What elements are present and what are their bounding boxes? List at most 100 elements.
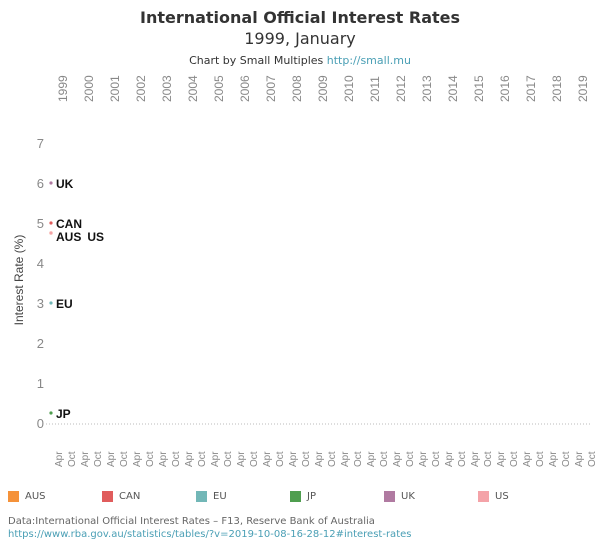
year-label: 2014 [446, 75, 460, 102]
y-tick-label: 3 [37, 296, 44, 311]
year-label: 2002 [134, 75, 148, 102]
data-point-us [49, 231, 53, 235]
month-tick-label: Apr [80, 451, 91, 467]
month-tick-label: Oct [353, 451, 364, 467]
point-label-can: CAN [56, 217, 82, 231]
month-tick-label: Apr [496, 451, 507, 467]
month-tick-label: Apr [54, 451, 65, 467]
data-point-eu [49, 301, 53, 305]
month-tick-label: Apr [470, 451, 481, 467]
month-tick-label: Oct [431, 451, 442, 467]
month-tick-label: Apr [366, 451, 377, 467]
legend-item-eu[interactable]: EU [196, 491, 227, 502]
month-tick-label: Oct [509, 451, 520, 467]
legend-swatch [102, 491, 113, 502]
month-tick-label: Apr [522, 451, 533, 467]
y-tick-label: 4 [37, 256, 44, 271]
year-label: 1999 [56, 75, 70, 102]
month-tick-label: Oct [379, 451, 390, 467]
legend-swatch [478, 491, 489, 502]
data-point-jp [49, 411, 53, 415]
month-tick-label: Oct [561, 451, 572, 467]
point-label-eu: EU [56, 297, 73, 311]
month-tick-label: Apr [418, 451, 429, 467]
y-tick-label: 2 [37, 336, 44, 351]
point-label-us: US [87, 230, 104, 244]
month-tick-label: Oct [405, 451, 416, 467]
year-label: 2011 [368, 76, 382, 102]
month-tick-label: Oct [535, 451, 546, 467]
month-tick-label: Oct [483, 451, 494, 467]
year-label: 2007 [264, 75, 278, 102]
y-tick-label: 0 [37, 416, 44, 431]
legend-swatch [290, 491, 301, 502]
year-label: 2005 [212, 75, 226, 102]
month-tick-label: Oct [93, 451, 104, 467]
year-label: 2000 [82, 75, 96, 102]
legend-item-jp[interactable]: JP [290, 491, 316, 502]
month-tick-label: Apr [262, 451, 273, 467]
credit-link[interactable]: http://small.mu [326, 54, 411, 67]
year-label: 2017 [524, 75, 538, 102]
month-tick-label: Apr [392, 451, 403, 467]
month-tick-label: Oct [223, 451, 234, 467]
point-label-aus: AUS [56, 230, 81, 244]
month-tick-label: Apr [340, 451, 351, 467]
month-tick-label: Apr [158, 451, 169, 467]
month-tick-label: Apr [548, 451, 559, 467]
month-tick-label: Oct [457, 451, 468, 467]
month-tick-label: Oct [587, 451, 598, 467]
year-label: 2018 [550, 75, 564, 102]
y-tick-label: 5 [37, 216, 44, 231]
month-tick-label: Oct [197, 451, 208, 467]
data-point-can [49, 221, 53, 225]
year-label: 2001 [108, 75, 122, 102]
year-label: 2006 [238, 75, 252, 102]
year-label: 2003 [160, 75, 174, 102]
legend-item-can[interactable]: CAN [102, 491, 140, 502]
point-label-uk: UK [56, 177, 74, 191]
month-tick-label: Apr [574, 451, 585, 467]
legend-label: US [495, 491, 509, 502]
month-tick-label: Apr [106, 451, 117, 467]
legend-item-uk[interactable]: UK [384, 491, 415, 502]
year-label: 2016 [498, 75, 512, 102]
chart-subtitle: 1999, January [244, 29, 356, 48]
year-label: 2009 [316, 75, 330, 102]
legend-label: AUS [25, 491, 46, 502]
month-tick-label: Apr [288, 451, 299, 467]
month-tick-label: Apr [184, 451, 195, 467]
month-tick-label: Oct [145, 451, 156, 467]
year-label: 2010 [342, 75, 356, 102]
source-link[interactable]: https://www.rba.gov.au/statistics/tables… [8, 529, 412, 540]
month-tick-label: Apr [444, 451, 455, 467]
month-tick-label: Oct [249, 451, 260, 467]
legend-swatch [8, 491, 19, 502]
chart-title: International Official Interest Rates [139, 8, 461, 27]
source-text: Data:International Official Interest Rat… [8, 516, 375, 527]
legend-label: JP [307, 491, 316, 502]
month-tick-label: Apr [210, 451, 221, 467]
legend-item-us[interactable]: US [478, 491, 509, 502]
legend-swatch [196, 491, 207, 502]
legend-swatch [384, 491, 395, 502]
year-label: 2008 [290, 75, 304, 102]
year-label: 2013 [420, 75, 434, 102]
source-note: Data:International Official Interest Rat… [8, 515, 411, 541]
month-tick-label: Apr [236, 451, 247, 467]
y-tick-label: 7 [37, 136, 44, 151]
month-tick-label: Apr [314, 451, 325, 467]
legend-item-aus[interactable]: AUS [8, 491, 46, 502]
month-tick-label: Oct [119, 451, 130, 467]
point-label-jp: JP [56, 407, 71, 421]
month-tick-label: Oct [275, 451, 286, 467]
legend-label: UK [401, 491, 415, 502]
month-tick-label: Oct [171, 451, 182, 467]
month-tick-label: Oct [301, 451, 312, 467]
credit: Chart by Small Multiples http://small.mu [0, 54, 600, 67]
month-tick-label: Oct [67, 451, 78, 467]
year-label: 2015 [472, 75, 486, 102]
legend-label: CAN [119, 491, 141, 502]
data-point-uk [49, 181, 53, 185]
year-label: 2004 [186, 75, 200, 102]
